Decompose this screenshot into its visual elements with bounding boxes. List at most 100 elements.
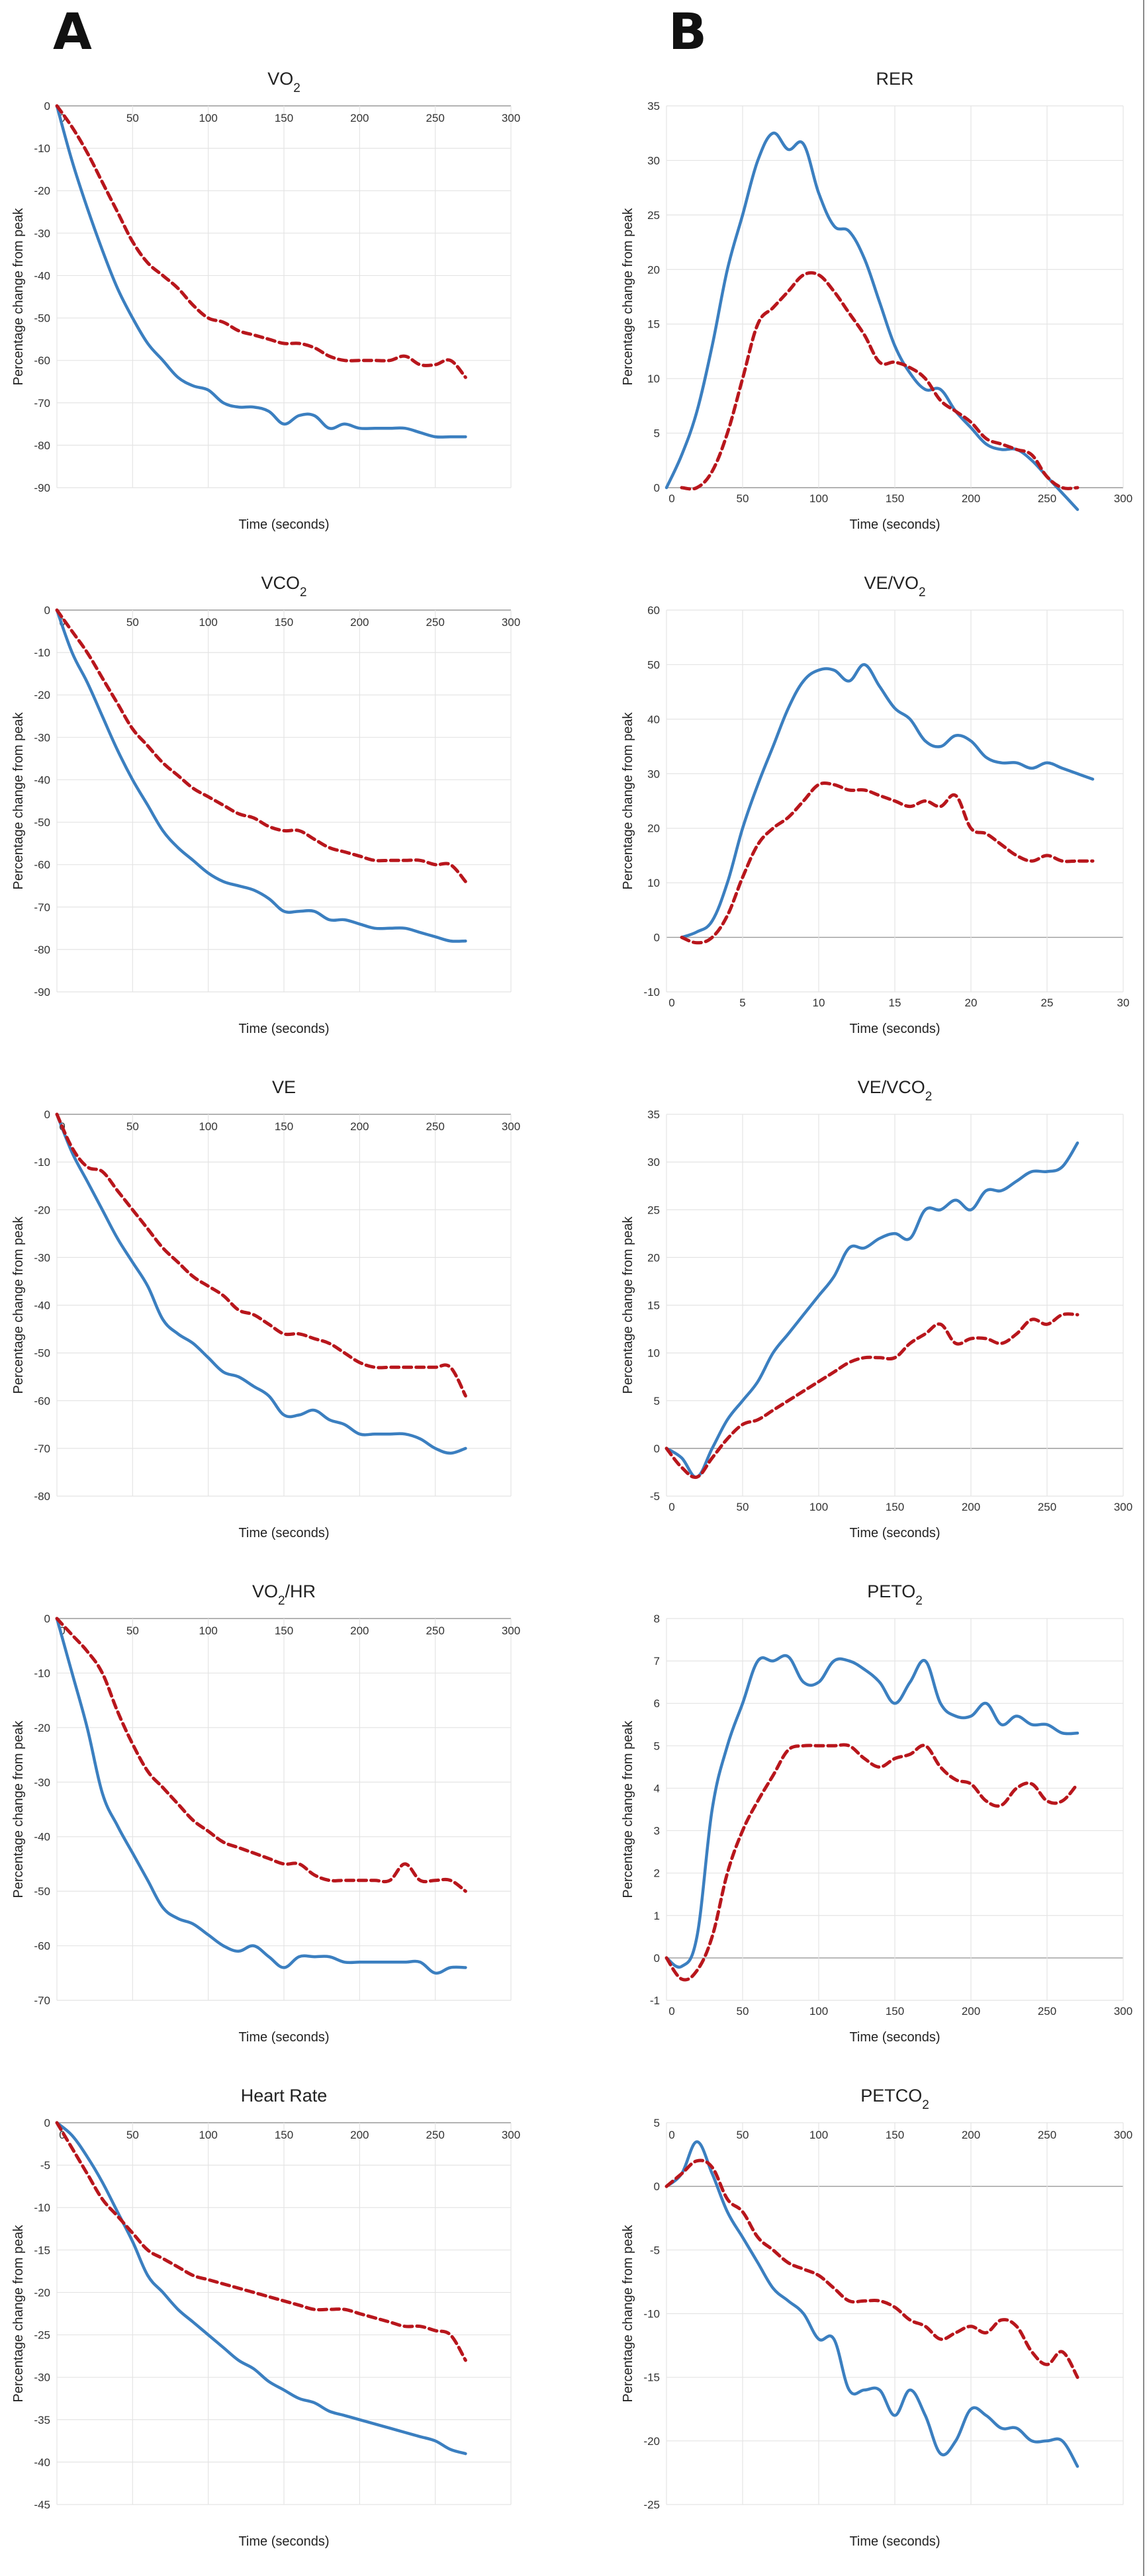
chart-5-title-main: VE <box>272 1077 296 1097</box>
chart-2-x-axis-label: Time (seconds) <box>849 517 940 532</box>
chart-9-y-tick-label: -25 <box>34 2329 50 2342</box>
chart-10-y-tick-label: 5 <box>654 2117 660 2129</box>
chart-1-y-tick-label: -20 <box>34 185 50 197</box>
chart-5-x-axis-label: Time (seconds) <box>238 1526 329 1540</box>
chart-5-x-tick-label: 200 <box>350 1120 369 1133</box>
chart-3-y-tick-label: -60 <box>34 859 50 871</box>
chart-1-series-solid <box>55 104 467 439</box>
chart-6-y-tick-label: 20 <box>647 1251 660 1264</box>
chart-8-x-tick-label: 200 <box>962 2005 980 2018</box>
chart-3-x-tick-label: 100 <box>199 616 217 629</box>
chart-6-title-subscript: 2 <box>925 1090 933 1104</box>
chart-8-x-tick-label: 0 <box>668 2005 674 2018</box>
chart-3-y-tick-label: -40 <box>34 774 50 786</box>
chart-5-x-tick-label: 50 <box>126 1120 139 1133</box>
chart-3-y-tick-label: -20 <box>34 689 50 701</box>
chart-4-title: VE/VO2 <box>864 573 925 600</box>
chart-9-x-tick-label: 200 <box>350 2129 369 2141</box>
chart-2-x-tick-label: 0 <box>668 492 674 505</box>
chart-2-series-solid <box>665 131 1079 511</box>
chart-6-x-axis-label: Time (seconds) <box>849 1526 940 1540</box>
chart-6-y-tick-label: 25 <box>647 1204 660 1216</box>
chart-7-x-tick-label: 50 <box>126 1624 139 1637</box>
chart-8-x-axis-label: Time (seconds) <box>849 2030 940 2045</box>
chart-9-title: Heart Rate <box>241 2086 328 2106</box>
chart-6-x-tick-label: 0 <box>668 1501 674 1513</box>
chart-3-y-tick-label: -90 <box>34 986 50 999</box>
chart-2-y-tick-label: 0 <box>654 482 660 494</box>
chart-5-y-tick-label: -10 <box>34 1156 50 1169</box>
chart-2-x-tick-label: 100 <box>809 492 828 505</box>
chart-9-x-tick-label: 0 <box>59 2129 65 2141</box>
chart-2: 0 5 10 15 20 25 30 35 0 50 100 150 200 250 300 RER Time … <box>621 69 1132 532</box>
chart-2-y-tick-label: 35 <box>647 100 660 112</box>
chart-9-x-tick-label: 50 <box>126 2129 139 2141</box>
chart-8-title-subscript: 2 <box>915 1594 923 1608</box>
chart-9-series-solid <box>55 2121 467 2456</box>
chart-8-x-tick-label: 250 <box>1038 2005 1056 2018</box>
chart-4-y-tick-label: 30 <box>647 768 660 780</box>
chart-2-x-tick-label: 200 <box>962 492 980 505</box>
chart-8-x-tick-label: 300 <box>1114 2005 1132 2018</box>
chart-1-y-tick-label: -10 <box>34 142 50 155</box>
chart-9-y-tick-label: -30 <box>34 2372 50 2384</box>
chart-5-x-tick-label: 150 <box>275 1120 293 1133</box>
chart-4-y-tick-label: 60 <box>647 604 660 617</box>
chart-5-x-tick-label: 100 <box>199 1120 217 1133</box>
chart-1-x-tick-label: 0 <box>59 112 65 124</box>
chart-7-y-tick-label: -70 <box>34 1994 50 2007</box>
chart-5-series-dashed <box>55 1112 467 1398</box>
chart-9: 0 -5 -10 -15 -20 -25 -30 -35 -40 -45 0 50 100 150 200 2… <box>11 2086 520 2549</box>
chart-3-title-subscript: 2 <box>300 586 307 600</box>
chart-1: 0 -10 -20 -30 -40 -50 -60 -70 -80 -90 0 50 100 150 200… <box>11 69 520 532</box>
chart-3-y-tick-label: -50 <box>34 817 50 829</box>
chart-3-x-tick-label: 300 <box>502 616 520 629</box>
chart-2-y-tick-label: 10 <box>647 373 660 385</box>
chart-3-y-tick-label: -70 <box>34 901 50 914</box>
chart-10-title: PETCO2 <box>860 2086 929 2112</box>
chart-6-y-tick-label: 5 <box>654 1395 660 1407</box>
chart-3-y-tick-label: 0 <box>44 604 50 617</box>
chart-4-series-solid <box>680 663 1095 939</box>
chart-7-x-tick-label: 200 <box>350 1624 369 1637</box>
chart-7-x-tick-label: 250 <box>426 1624 444 1637</box>
chart-2-x-tick-label: 300 <box>1114 492 1132 505</box>
chart-1-y-tick-label: -60 <box>34 355 50 367</box>
chart-3-title: VCO2 <box>261 573 306 600</box>
chart-6-y-tick-label: 15 <box>647 1300 660 1312</box>
chart-4-x-tick-label: 0 <box>668 997 674 1009</box>
chart-10-y-tick-label: -10 <box>643 2308 660 2321</box>
chart-7-x-axis-label: Time (seconds) <box>238 2030 329 2045</box>
chart-5-y-tick-label: -30 <box>34 1251 50 1264</box>
chart-9-y-tick-label: -20 <box>34 2286 50 2299</box>
chart-5-x-tick-label: 300 <box>502 1120 520 1133</box>
chart-8-y-tick-label: 7 <box>654 1655 660 1667</box>
chart-10-x-axis-label: Time (seconds) <box>849 2534 940 2549</box>
chart-3-series-solid <box>55 608 467 943</box>
chart-3-x-tick-label: 50 <box>126 616 139 629</box>
chart-4-y-tick-label: 40 <box>647 713 660 726</box>
chart-10-y-tick-label: -20 <box>643 2435 660 2448</box>
chart-10-x-tick-label: 300 <box>1114 2129 1132 2141</box>
chart-2-series-dashed <box>680 271 1079 491</box>
chart-4-y-tick-label: -10 <box>643 986 660 999</box>
chart-5-x-tick-label: 250 <box>426 1120 444 1133</box>
chart-6-series-solid <box>665 1141 1079 1479</box>
chart-1-x-tick-label: 150 <box>275 112 293 124</box>
chart-10-title-subscript: 2 <box>922 2098 929 2112</box>
chart-7-y-tick-label: -50 <box>34 1885 50 1898</box>
chart-4-x-tick-label: 25 <box>1041 997 1054 1009</box>
chart-2-title: RER <box>876 69 913 89</box>
chart-9-y-axis-label: Percentage change from peak <box>11 2225 26 2403</box>
chart-7-title: VO2/HR <box>252 1581 316 1608</box>
chart-7-y-tick-label: -40 <box>34 1831 50 1843</box>
chart-4-y-tick-label: 20 <box>647 822 660 835</box>
chart-3-x-tick-label: 250 <box>426 616 444 629</box>
chart-10-y-axis-label: Percentage change from peak <box>621 2225 635 2403</box>
chart-8-title: PETO2 <box>867 1581 923 1608</box>
chart-1-x-axis-label: Time (seconds) <box>238 517 329 532</box>
chart-4-x-tick-label: 20 <box>965 997 978 1009</box>
chart-8-series-solid <box>665 1654 1079 1969</box>
